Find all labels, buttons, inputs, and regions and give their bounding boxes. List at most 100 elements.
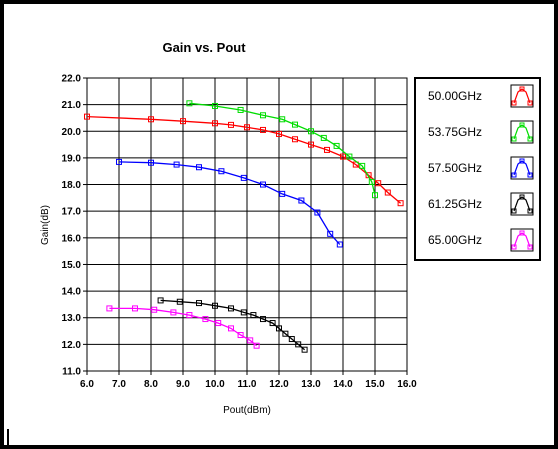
data-point-marker xyxy=(352,161,359,168)
data-point-marker xyxy=(151,306,158,313)
data-point-marker xyxy=(279,116,286,123)
data-point-marker xyxy=(132,305,138,312)
data-point-marker xyxy=(170,309,177,316)
x-tick-labels: 6.0 7.0 8.0 9.0 10.0 11.0 12.0 13.0 14.0 15.0 16.0 xyxy=(80,379,417,390)
x-tick-label: 6.0 xyxy=(80,379,94,390)
data-point-marker xyxy=(228,121,234,128)
data-point-marker xyxy=(324,146,330,153)
data-point-marker xyxy=(228,325,234,332)
data-point-marker xyxy=(176,298,183,305)
data-point-marker xyxy=(276,130,282,137)
data-point-marker xyxy=(375,180,382,187)
series-line xyxy=(109,307,258,347)
legend-label: 65.00GHz xyxy=(428,233,482,247)
legend-swatch-marker xyxy=(527,208,533,214)
data-point-marker xyxy=(308,128,314,135)
data-point-marker xyxy=(292,136,298,143)
data-point-marker xyxy=(157,297,164,304)
data-point-marker xyxy=(359,162,366,169)
x-tick-label: 15.0 xyxy=(365,379,385,390)
data-point-marker xyxy=(202,316,209,323)
legend-item: 53.75GHz xyxy=(428,120,534,144)
data-point-marker xyxy=(212,302,218,309)
data-point-marker xyxy=(250,312,257,319)
y-tick-label: 22.0 xyxy=(62,74,82,85)
x-tick-label: 7.0 xyxy=(112,379,126,390)
legend-swatch-marker xyxy=(511,244,517,250)
grid-lines xyxy=(83,77,408,375)
legend-item: 50.00GHz xyxy=(428,84,534,108)
data-point-marker xyxy=(288,336,295,343)
y-axis-label: Gain(dB) xyxy=(40,205,51,245)
data-point-marker xyxy=(327,230,334,237)
x-tick-label: 11.0 xyxy=(238,379,257,390)
legend-swatch-marker xyxy=(519,158,525,164)
legend-swatch-marker xyxy=(519,194,525,200)
data-point-marker xyxy=(368,178,375,185)
legend-label: 57.50GHz xyxy=(428,161,482,175)
data-point-marker xyxy=(84,113,90,120)
data-point-marker xyxy=(260,112,266,119)
y-tick-label: 13.0 xyxy=(62,313,82,324)
chart-window: Gain vs. Pout 11.0 12.0 13.0 14.0 15.0 16.0 17… xyxy=(4,4,554,445)
data-point-marker xyxy=(247,337,254,344)
data-point-marker xyxy=(260,181,266,188)
series-layer xyxy=(84,100,404,353)
legend-swatch-marker xyxy=(527,100,533,106)
series-line xyxy=(118,161,341,245)
legend-swatch-marker xyxy=(527,136,533,142)
legend-swatch-marker xyxy=(519,86,525,92)
series-65.00GHz xyxy=(106,305,260,349)
data-point-marker xyxy=(340,153,346,160)
x-tick-label: 9.0 xyxy=(176,379,190,390)
y-tick-label: 21.0 xyxy=(62,100,82,111)
data-point-marker xyxy=(148,116,154,123)
legend-swatch-line xyxy=(513,88,531,104)
data-point-marker xyxy=(237,332,244,339)
data-point-marker xyxy=(106,305,113,312)
legend-item: 61.25GHz xyxy=(428,192,534,216)
data-point-marker xyxy=(173,161,180,168)
data-point-marker xyxy=(397,200,404,207)
data-point-marker xyxy=(116,158,122,165)
legend-label: 50.00GHz xyxy=(428,89,482,103)
y-tick-label: 17.0 xyxy=(62,207,82,218)
data-point-marker xyxy=(228,305,234,312)
y-tick-label: 11.0 xyxy=(62,367,81,378)
data-point-marker xyxy=(148,159,154,166)
x-tick-label: 14.0 xyxy=(333,379,353,390)
y-tick-label: 15.0 xyxy=(62,260,82,271)
series-50.00GHz xyxy=(84,113,404,207)
data-point-marker xyxy=(186,312,193,319)
data-point-marker xyxy=(186,100,193,107)
data-point-marker xyxy=(336,241,343,248)
y-tick-label: 20.0 xyxy=(62,127,82,138)
chart-title: Gain vs. Pout xyxy=(162,40,246,55)
data-point-marker xyxy=(308,141,314,148)
data-point-marker xyxy=(269,320,276,327)
legend-swatch-line xyxy=(513,124,531,140)
y-tick-label: 14.0 xyxy=(62,287,82,298)
data-point-marker xyxy=(244,124,250,131)
series-57.50GHz xyxy=(116,158,343,248)
data-point-marker xyxy=(253,342,260,349)
data-point-marker xyxy=(282,330,289,337)
legend-swatch-marker xyxy=(527,244,533,250)
data-point-marker xyxy=(276,325,282,332)
data-point-marker xyxy=(237,106,244,113)
data-point-marker xyxy=(314,209,321,216)
data-point-marker xyxy=(372,192,378,199)
data-point-marker xyxy=(298,197,305,204)
data-point-marker xyxy=(292,121,298,128)
legend-swatch-marker xyxy=(511,172,517,178)
x-tick-label: 13.0 xyxy=(301,379,321,390)
legend-swatch-line xyxy=(513,160,531,176)
x-tick-label: 8.0 xyxy=(144,379,158,390)
legend: 50.00GHz 53.75GHz 57.50GHz 61.25GHz 65.00GHz xyxy=(428,84,534,252)
x-tick-label: 10.0 xyxy=(205,379,225,390)
series-line xyxy=(189,102,376,196)
data-point-marker xyxy=(180,118,186,125)
series-61.25GHz xyxy=(157,297,308,353)
data-point-marker xyxy=(279,190,286,197)
y-tick-label: 19.0 xyxy=(62,153,82,164)
